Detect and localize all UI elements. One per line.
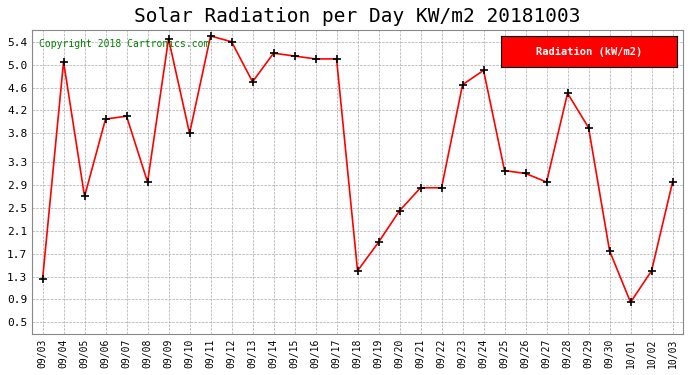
Title: Solar Radiation per Day KW/m2 20181003: Solar Radiation per Day KW/m2 20181003 <box>135 7 581 26</box>
Text: Copyright 2018 Cartronics.com: Copyright 2018 Cartronics.com <box>39 39 209 50</box>
